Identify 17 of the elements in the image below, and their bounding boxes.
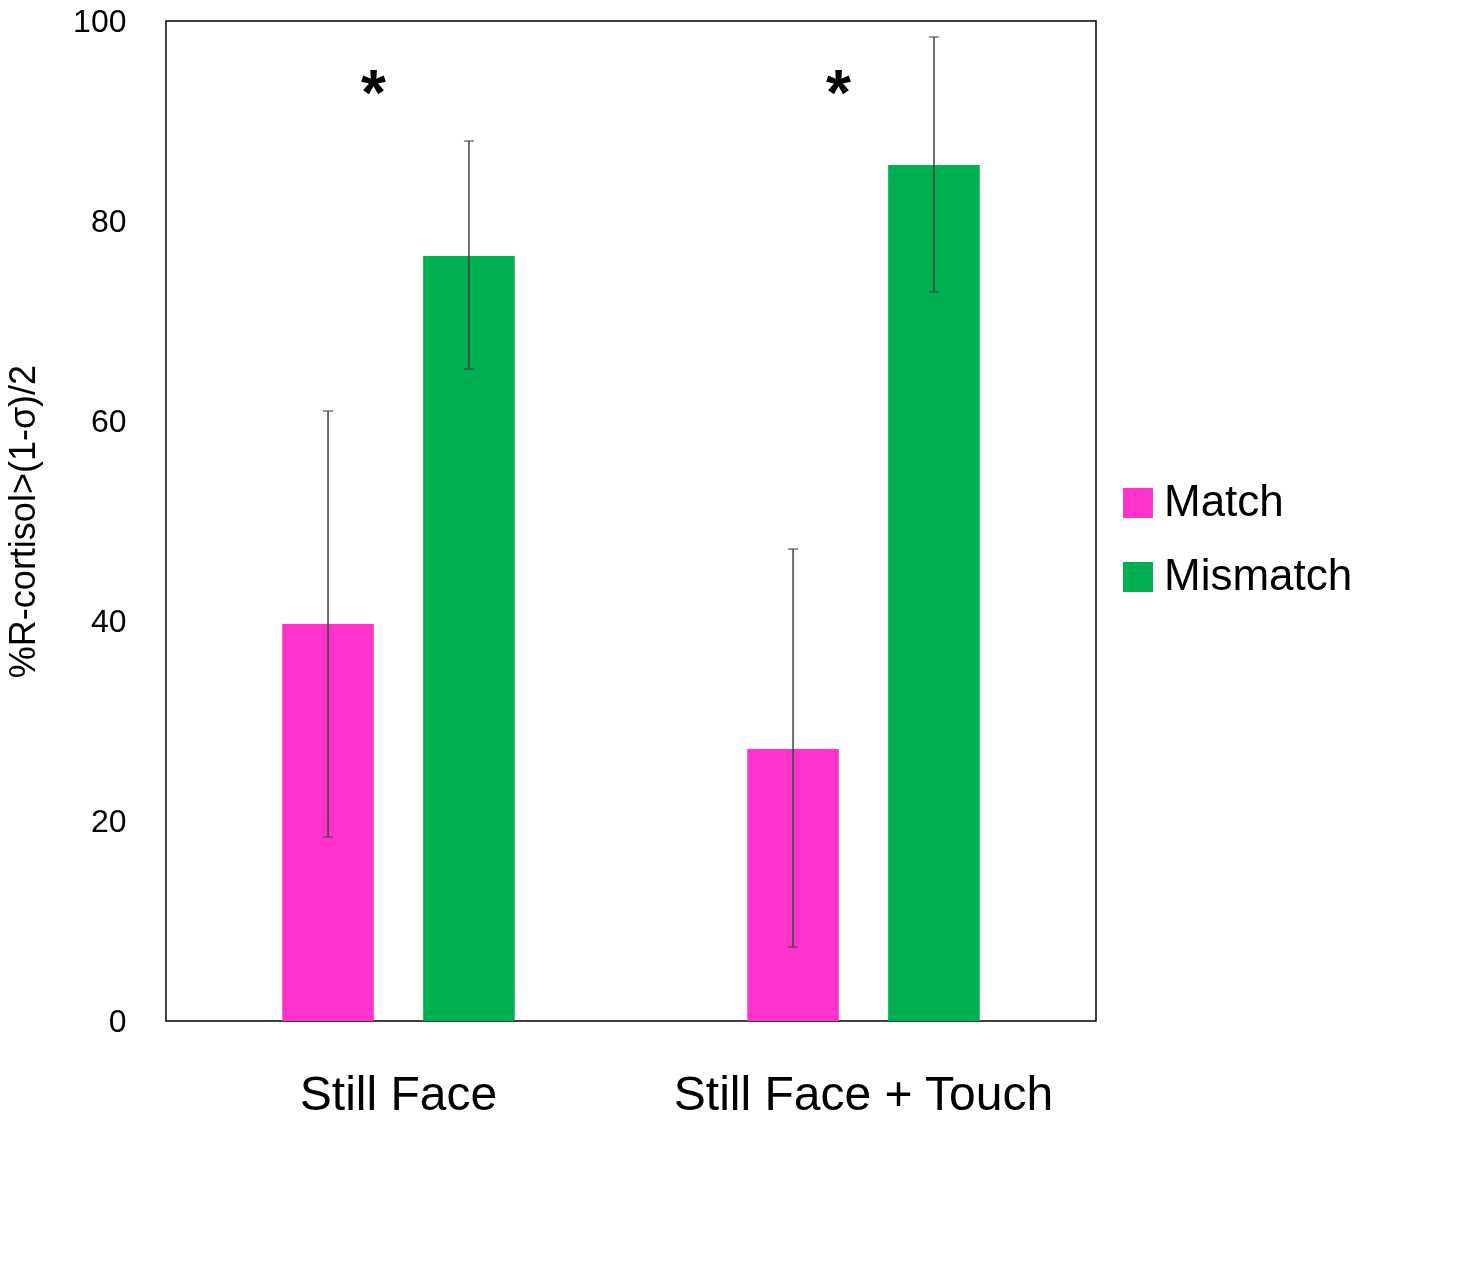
bar (888, 165, 980, 1021)
bar (282, 624, 374, 1021)
x-tick-label: Still Face (299, 1066, 498, 1120)
y-tick-label: 80 (90, 202, 127, 239)
y-tick-label: 0 (108, 1002, 127, 1039)
y-tick-label: 60 (90, 402, 127, 439)
bar (423, 256, 515, 1021)
bar (747, 749, 839, 1021)
annotation: * (361, 57, 387, 129)
y-tick-label: 20 (90, 802, 127, 839)
annotation: * (826, 57, 852, 129)
legend-label: Mismatch (1164, 550, 1353, 599)
legend-label: Match (1164, 476, 1284, 525)
y-tick-label: 100 (73, 2, 127, 39)
x-tick-label: Still Face + Touch (673, 1066, 1054, 1120)
y-tick-label: 40 (90, 602, 127, 639)
y-axis-title: %R-cortisol>(1-σ)/2 (2, 364, 44, 679)
